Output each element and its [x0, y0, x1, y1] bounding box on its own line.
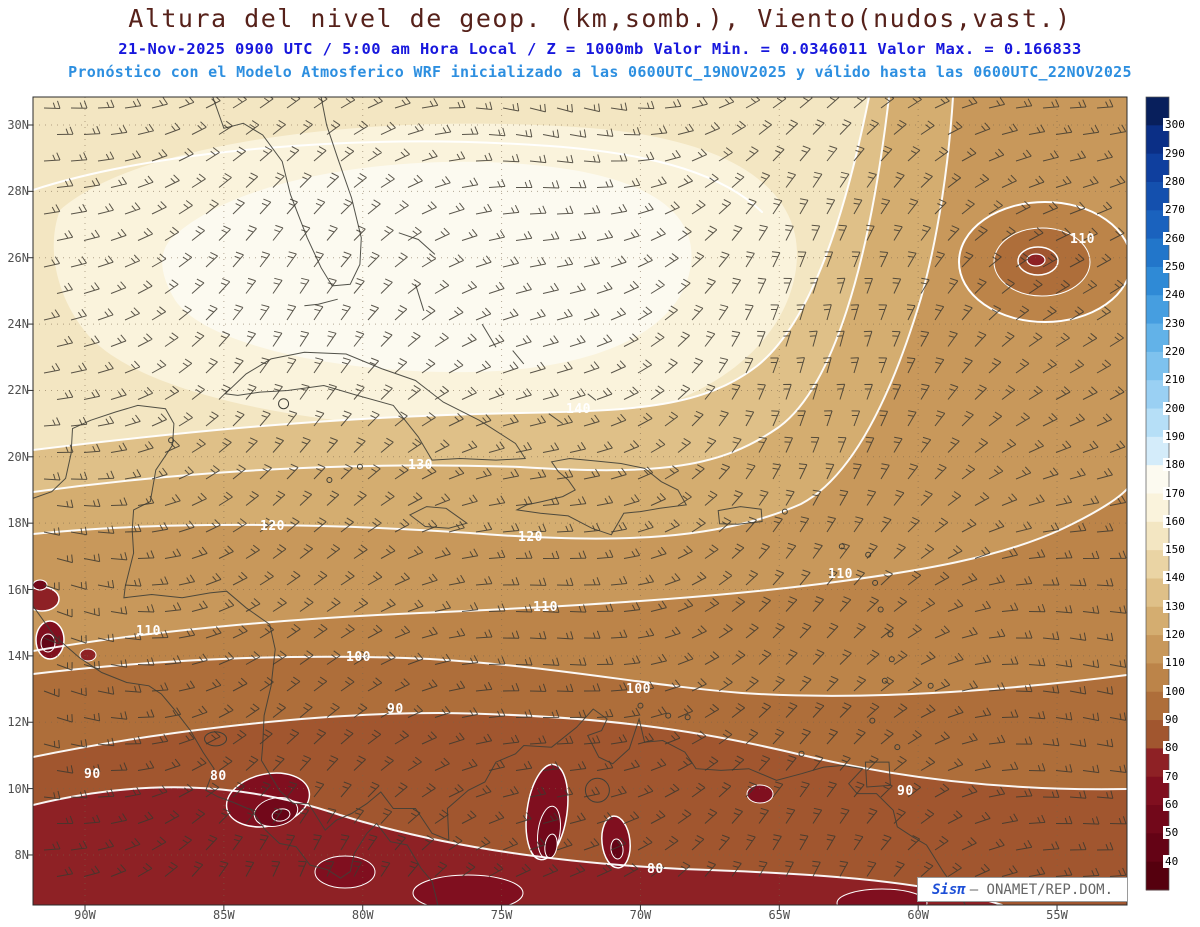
colorbar-tick-label: 230 — [1163, 316, 1187, 330]
contour-label: 110 — [533, 600, 558, 615]
lat-axis-label: 24N — [7, 317, 29, 332]
contour-label: 140 — [566, 402, 591, 417]
contour-label: 120 — [260, 519, 285, 534]
lat-axis-label: 18N — [7, 516, 29, 531]
colorbar-tick-label: 200 — [1163, 401, 1187, 415]
lat-axis-label: 28N — [7, 184, 29, 199]
contour-label: 130 — [408, 458, 433, 473]
colorbar-tick-label: 180 — [1163, 458, 1187, 472]
contour-lines-layer — [33, 97, 1127, 905]
colorbar-tick-label: 70 — [1163, 769, 1181, 783]
page-title: Altura del nivel de geop. (km,somb.), Vi… — [128, 4, 1072, 33]
shaded-field-layer — [33, 97, 1127, 905]
contour-label: 80 — [647, 862, 664, 877]
lon-axis-label: 55W — [1046, 908, 1068, 922]
contour-label: 110 — [136, 624, 161, 639]
lat-axis-label: 20N — [7, 449, 29, 464]
wind-barbs-layer — [43, 97, 1127, 877]
colorbar-tick-label: 210 — [1163, 373, 1187, 387]
lat-axis-label: 10N — [7, 781, 29, 796]
colorbar-tick-label: 260 — [1163, 231, 1187, 245]
watermark-text: – ONAMET/REP.DOM. — [969, 881, 1113, 898]
colorbar-tick-label: 280 — [1163, 174, 1187, 188]
colorbar-tick-label: 90 — [1163, 713, 1181, 727]
colorbar-tick-label: 220 — [1163, 344, 1187, 358]
lat-axis-label: 8N — [14, 847, 29, 862]
lat-axis-label: 16N — [7, 582, 29, 597]
colorbar-tick-label: 170 — [1163, 486, 1187, 500]
lat-axis-label: 12N — [7, 715, 29, 730]
coastlines-layer — [33, 97, 966, 905]
colorbar-tick-label: 50 — [1163, 826, 1181, 840]
contour-label: 110 — [1070, 232, 1095, 247]
contour-label: 120 — [518, 530, 543, 545]
colorbar-tick-label: 120 — [1163, 628, 1187, 642]
contour-label: 100 — [626, 682, 651, 697]
colorbar-tick-label: 190 — [1163, 429, 1187, 443]
colorbar-tick-label: 300 — [1163, 118, 1187, 132]
watermark: Sisπ – ONAMET/REP.DOM. — [917, 877, 1128, 902]
contour-label: 90 — [897, 784, 914, 799]
colorbar-tick-label: 40 — [1163, 854, 1181, 868]
lat-axis-label: 14N — [7, 648, 29, 663]
lon-axis-label: 80W — [351, 908, 374, 922]
colorbar-tick-label: 140 — [1163, 571, 1187, 585]
lon-axis-label: 70W — [629, 908, 652, 922]
watermark-brand: Sisπ — [931, 881, 966, 898]
lon-axis-label: 60W — [907, 908, 929, 922]
contour-label: 80 — [210, 769, 227, 784]
colorbar-tick-label: 100 — [1163, 684, 1187, 698]
contour-label: 100 — [346, 650, 371, 665]
colorbar-tick-label: 60 — [1163, 798, 1181, 812]
lon-axis-label: 85W — [213, 908, 235, 922]
subtitle-model-info: Pronóstico con el Modelo Atmosferico WRF… — [68, 63, 1132, 81]
subtitle-validtime: 21-Nov-2025 0900 UTC / 5:00 am Hora Loca… — [118, 40, 1082, 58]
lat-axis-label: 30N — [7, 118, 29, 132]
colorbar-tick-label: 110 — [1163, 656, 1187, 670]
colorbar-tick-label: 240 — [1163, 288, 1187, 302]
contour-label: 90 — [84, 767, 101, 782]
lon-axis-label: 65W — [768, 908, 791, 922]
colorbar-tick-label: 80 — [1163, 741, 1181, 755]
contour-label: 110 — [828, 567, 853, 582]
colorbar-tick-label: 270 — [1163, 203, 1187, 217]
colorbar-tick-label: 150 — [1163, 543, 1187, 557]
lon-axis-label: 75W — [490, 908, 513, 922]
map-frame — [32, 96, 1128, 906]
axis-ticks — [28, 124, 1058, 910]
lon-axis-label: 90W — [74, 908, 96, 922]
colorbar-tick-label: 130 — [1163, 599, 1187, 613]
lat-axis-label: 26N — [7, 250, 29, 265]
lat-axis-label: 22N — [7, 383, 29, 398]
colorbar-tick-label: 250 — [1163, 259, 1187, 273]
contour-label: 90 — [387, 702, 404, 717]
colorbar-tick-label: 160 — [1163, 514, 1187, 528]
latlon-gridlines-layer — [33, 97, 1127, 905]
colorbar-tick-label: 290 — [1163, 146, 1187, 160]
